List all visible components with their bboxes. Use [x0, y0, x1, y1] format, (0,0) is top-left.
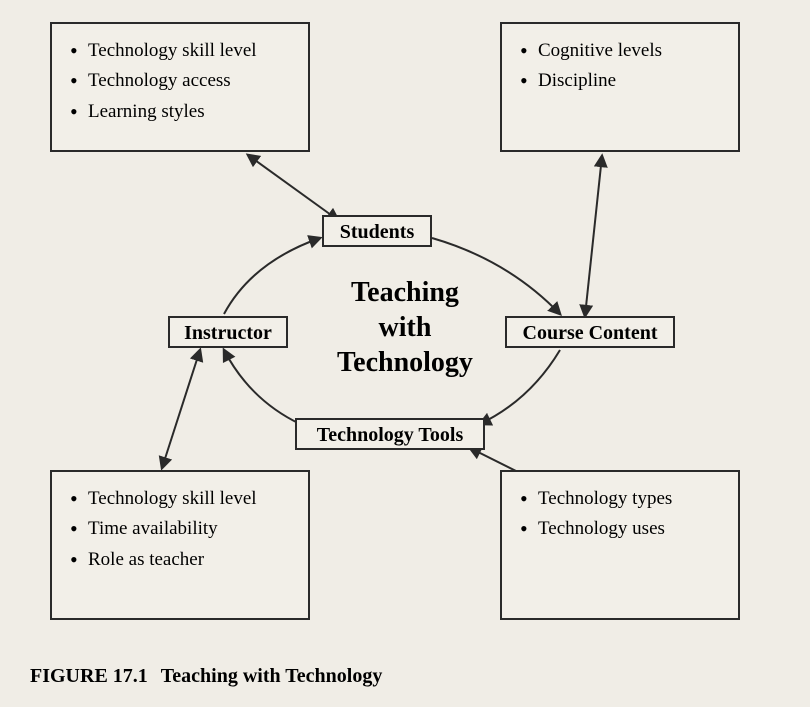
detail-box-instructor: Technology skill levelTime availabilityR…: [50, 470, 310, 620]
detail-item: Cognitive levels: [520, 36, 724, 66]
detail-box-course-content: Cognitive levelsDiscipline: [500, 22, 740, 152]
detail-box-students: Technology skill levelTechnology accessL…: [50, 22, 310, 152]
detail-item: Technology skill level: [70, 36, 294, 66]
detail-item: Technology uses: [520, 514, 724, 544]
detail-item: Time availability: [70, 514, 294, 544]
center-title: TeachingwithTechnology: [305, 275, 505, 380]
detail-item: Discipline: [520, 66, 724, 96]
node-students: Students: [322, 215, 432, 247]
diagram-canvas: { "background_color": "#f0ede6", "box_ba…: [0, 0, 810, 707]
connector-line: [162, 350, 200, 468]
node-technology-tools: Technology Tools: [295, 418, 485, 450]
detail-item: Role as teacher: [70, 545, 294, 575]
connector-line: [248, 155, 338, 220]
connector-line: [585, 156, 602, 316]
detail-item: Technology skill level: [70, 484, 294, 514]
figure-title: Teaching with Technology: [161, 665, 383, 687]
node-course-content: Course Content: [505, 316, 675, 348]
detail-box-technology-tools: Technology typesTechnology uses: [500, 470, 740, 620]
cycle-arc: [224, 350, 300, 424]
figure-caption: FIGURE 17.1 Teaching with Technology: [30, 665, 382, 688]
detail-item: Technology access: [70, 66, 294, 96]
detail-item: Technology types: [520, 484, 724, 514]
detail-item: Learning styles: [70, 97, 294, 127]
node-instructor: Instructor: [168, 316, 288, 348]
figure-number: FIGURE 17.1: [30, 665, 148, 687]
